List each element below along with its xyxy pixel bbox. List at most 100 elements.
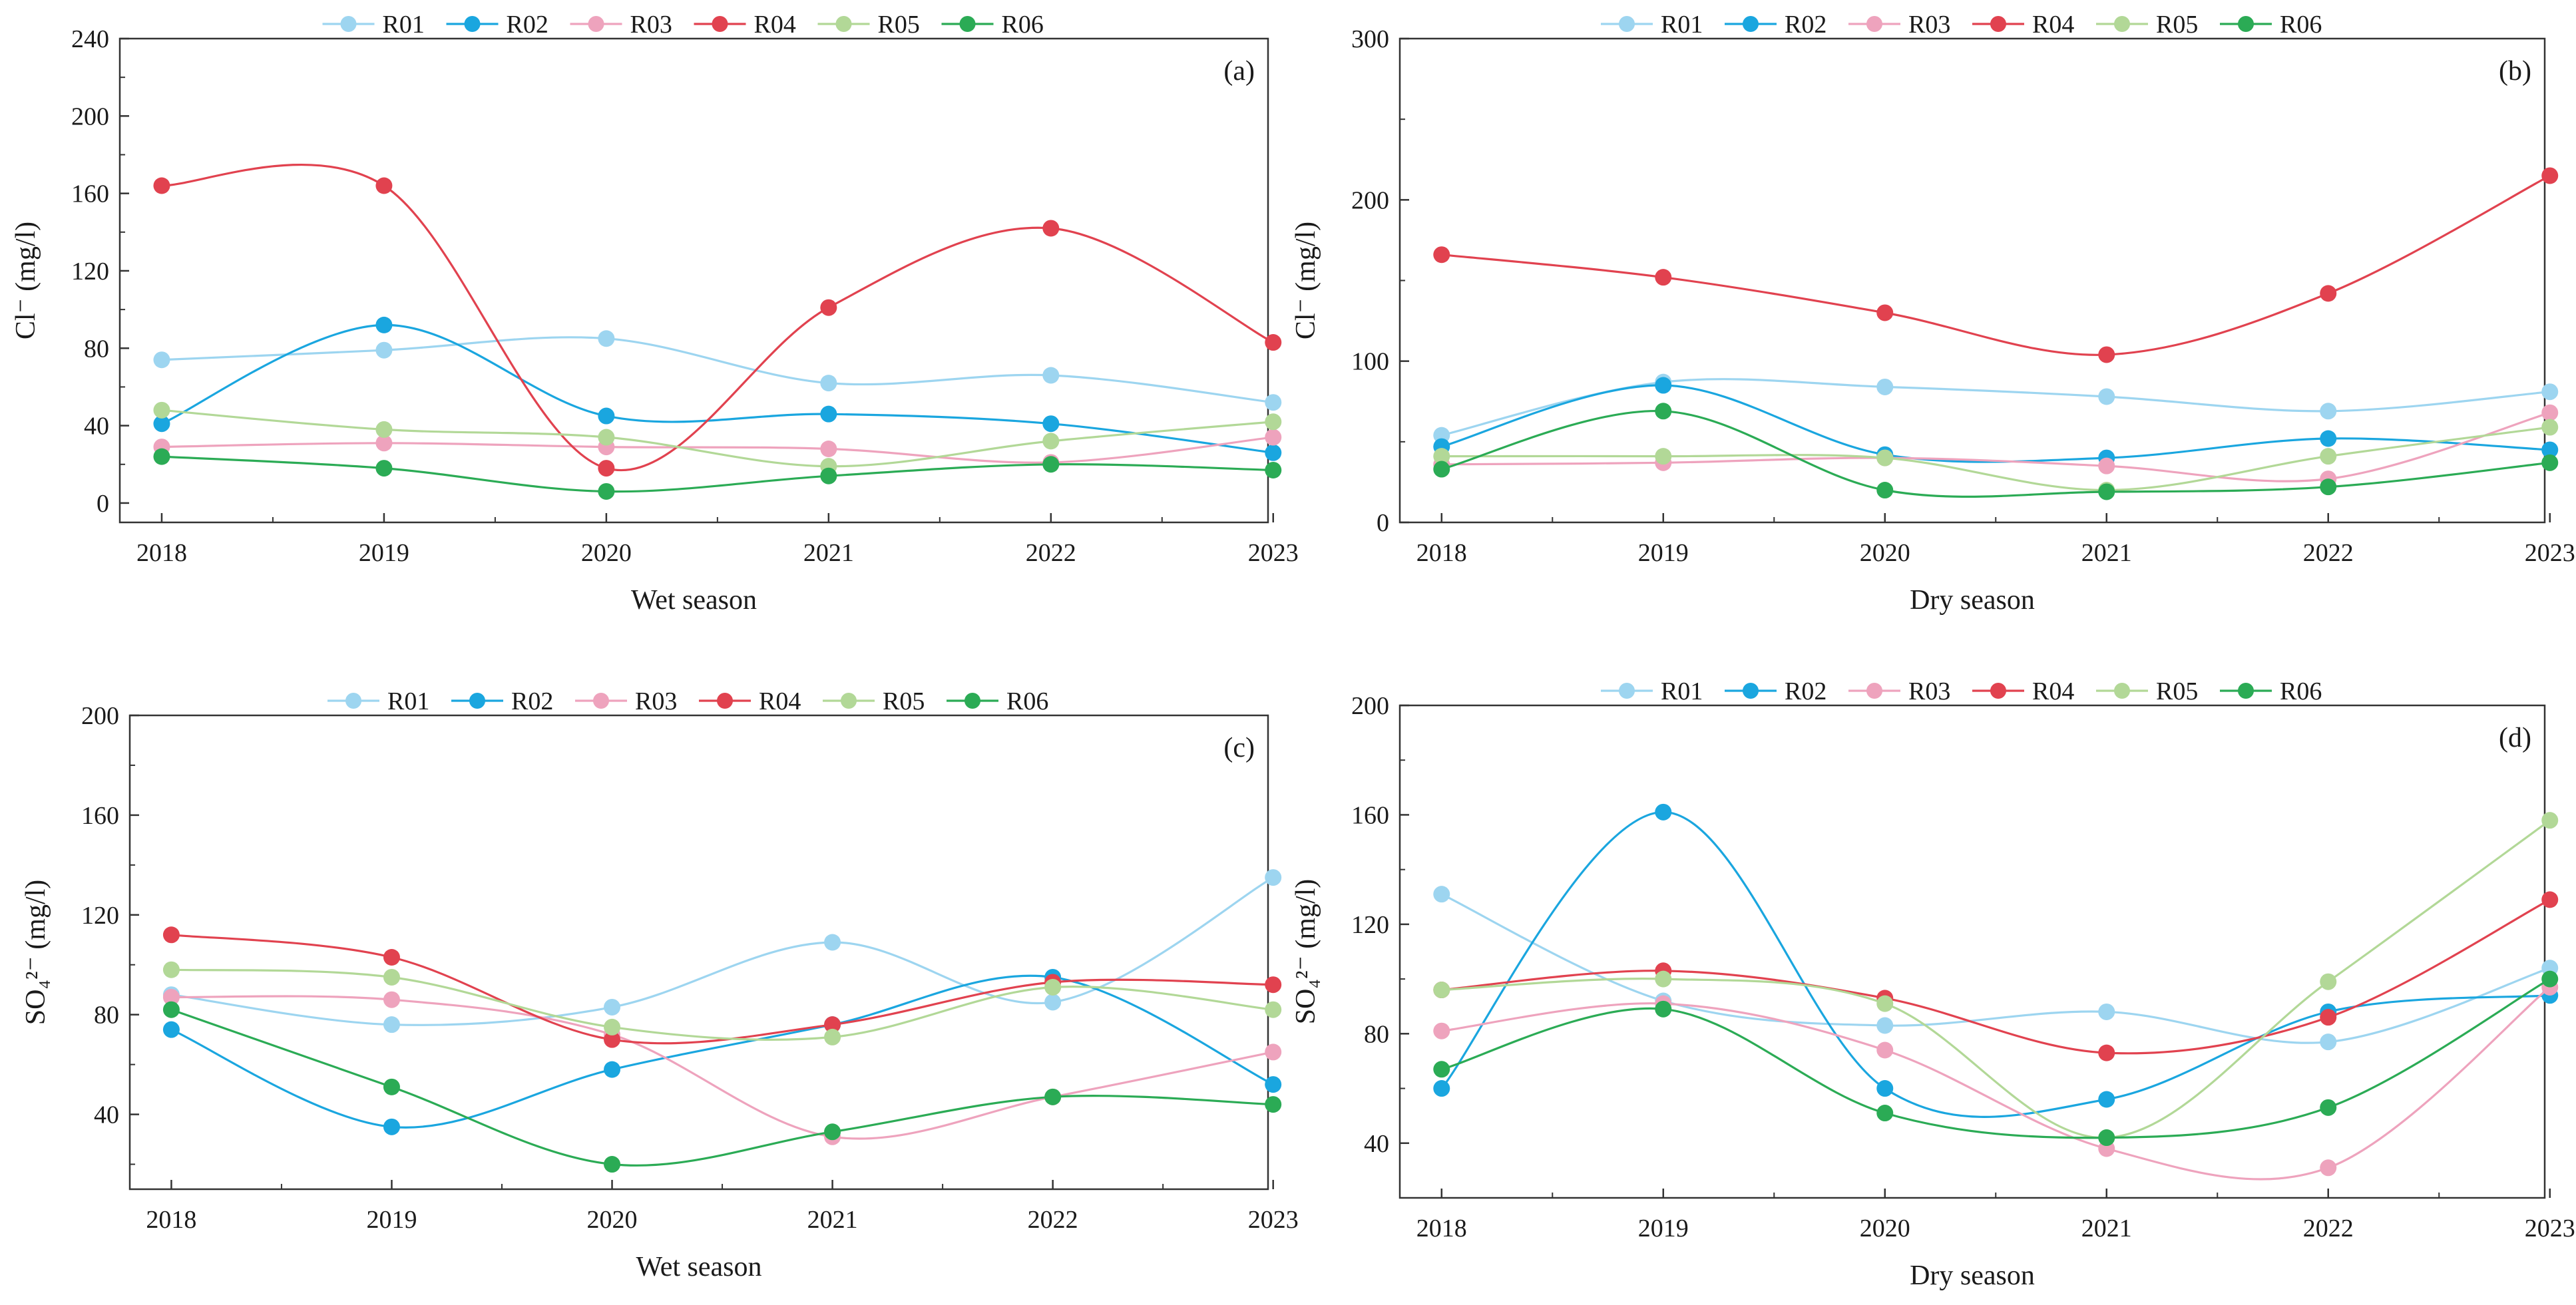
x-tick-label: 2020 bbox=[581, 539, 632, 567]
data-point-r06 bbox=[1042, 456, 1060, 473]
data-point-r04 bbox=[604, 1031, 621, 1048]
data-point-r06 bbox=[1876, 482, 1894, 499]
legend-marker-r02 bbox=[469, 693, 485, 709]
series-line-r05 bbox=[1441, 819, 2551, 1139]
data-point-r03 bbox=[2541, 404, 2559, 421]
y-tick-label: 200 bbox=[71, 102, 109, 130]
series-line-r02 bbox=[1441, 384, 2550, 463]
data-point-r05 bbox=[598, 429, 615, 446]
data-point-r02 bbox=[1876, 1080, 1894, 1097]
data-point-r03 bbox=[1265, 1043, 1282, 1061]
legend-marker-r05 bbox=[835, 16, 852, 32]
data-point-r02 bbox=[1433, 1080, 1450, 1097]
data-point-r04 bbox=[375, 177, 393, 194]
legend-marker-r03 bbox=[593, 693, 609, 709]
data-point-r02 bbox=[1265, 444, 1282, 461]
data-point-r05 bbox=[1876, 449, 1894, 466]
x-axis-title: Dry season bbox=[1910, 585, 2035, 616]
legend-label-r02: R02 bbox=[507, 11, 548, 39]
data-point-r05 bbox=[375, 421, 393, 438]
legend-marker-r06 bbox=[965, 693, 980, 709]
data-point-r06 bbox=[153, 448, 170, 465]
data-point-r06 bbox=[375, 460, 393, 477]
legend-label-r06: R06 bbox=[1006, 687, 1048, 715]
legend-marker-r04 bbox=[1990, 16, 2006, 32]
data-point-r05 bbox=[162, 961, 180, 978]
legend-label-r06: R06 bbox=[2280, 677, 2322, 705]
legend-marker-r04 bbox=[712, 16, 728, 32]
data-point-r01 bbox=[1044, 994, 1062, 1011]
data-point-r01 bbox=[820, 375, 837, 392]
series-line-r06 bbox=[161, 455, 1273, 493]
legend-label-r04: R04 bbox=[754, 11, 796, 39]
data-point-r01 bbox=[2098, 1003, 2115, 1020]
y-tick-label: 200 bbox=[81, 702, 119, 730]
chart-panel-a: 0 40 80 120 160 200 240 2018 2019 2020 2021 2022 202… bbox=[11, 11, 1299, 616]
data-point-r04 bbox=[2098, 346, 2115, 363]
y-axis-title: SO₄²⁻ (mg/l) bbox=[21, 880, 51, 1025]
legend-marker-r03 bbox=[1866, 683, 1882, 699]
data-point-r05 bbox=[2541, 419, 2559, 436]
data-point-r04 bbox=[2541, 167, 2559, 184]
data-point-r05 bbox=[604, 1018, 621, 1035]
series-line-r04 bbox=[1441, 898, 2551, 1055]
legend-label-r05: R05 bbox=[883, 687, 925, 715]
data-point-r05 bbox=[383, 968, 400, 986]
legend-label-r01: R01 bbox=[383, 11, 425, 39]
legend-marker-r02 bbox=[1743, 16, 1759, 32]
series-line-r01 bbox=[171, 876, 1274, 1026]
data-point-r05 bbox=[153, 401, 170, 419]
y-tick-label: 40 bbox=[94, 1101, 119, 1129]
series-line-r05 bbox=[161, 409, 1273, 468]
plot-frame bbox=[128, 714, 1269, 1191]
data-point-r03 bbox=[1433, 1022, 1450, 1039]
data-point-r04 bbox=[820, 299, 837, 316]
data-point-r02 bbox=[383, 1118, 400, 1135]
data-point-r01 bbox=[1265, 869, 1282, 886]
y-tick-label: 160 bbox=[71, 180, 109, 208]
series-line-r04 bbox=[161, 163, 1274, 471]
series-line-r01 bbox=[161, 336, 1273, 404]
data-point-r02 bbox=[2320, 430, 2337, 447]
y-tick-label: 40 bbox=[1364, 1130, 1389, 1158]
legend-label-r02: R02 bbox=[1785, 11, 1826, 39]
legend-label-r01: R01 bbox=[1661, 11, 1703, 39]
data-point-r04 bbox=[824, 1016, 841, 1033]
series-line-r05 bbox=[171, 968, 1273, 1041]
data-point-r04 bbox=[1042, 220, 1060, 237]
legend-label-r06: R06 bbox=[2280, 11, 2322, 39]
data-point-r05 bbox=[1433, 982, 1450, 999]
legend-marker-r05 bbox=[841, 693, 857, 709]
legend-label-r04: R04 bbox=[2032, 11, 2074, 39]
data-point-r06 bbox=[1433, 461, 1450, 478]
data-point-r04 bbox=[2320, 285, 2337, 302]
data-point-r06 bbox=[1265, 461, 1282, 478]
legend-label-r03: R03 bbox=[630, 11, 672, 39]
data-point-r02 bbox=[820, 405, 837, 423]
data-point-r05 bbox=[1433, 448, 1450, 465]
data-point-r01 bbox=[2320, 1033, 2337, 1051]
data-point-r01 bbox=[2098, 388, 2115, 405]
data-point-r02 bbox=[604, 1061, 621, 1078]
legend-label-r04: R04 bbox=[759, 687, 801, 715]
data-point-r02 bbox=[2098, 1091, 2115, 1108]
data-point-r06 bbox=[598, 482, 615, 500]
data-point-r05 bbox=[2320, 448, 2337, 465]
x-tick-label: 2023 bbox=[1248, 1206, 1299, 1234]
data-point-r03 bbox=[820, 440, 837, 457]
data-point-r03 bbox=[383, 991, 400, 1008]
x-tick-label: 2020 bbox=[1860, 539, 1910, 567]
data-point-r05 bbox=[1265, 413, 1282, 431]
data-point-r03 bbox=[1265, 429, 1282, 446]
y-tick-label: 80 bbox=[1364, 1020, 1389, 1048]
x-axis-title: Dry season bbox=[1910, 1260, 2035, 1291]
x-tick-label: 2022 bbox=[2303, 539, 2354, 567]
data-point-r04 bbox=[383, 948, 400, 966]
data-point-r06 bbox=[1876, 1105, 1894, 1122]
x-tick-label: 2021 bbox=[807, 1206, 858, 1234]
data-point-r04 bbox=[1876, 304, 1894, 321]
y-tick-label: 160 bbox=[81, 802, 119, 830]
data-point-r02 bbox=[162, 1021, 180, 1038]
y-tick-label: 120 bbox=[81, 902, 119, 930]
